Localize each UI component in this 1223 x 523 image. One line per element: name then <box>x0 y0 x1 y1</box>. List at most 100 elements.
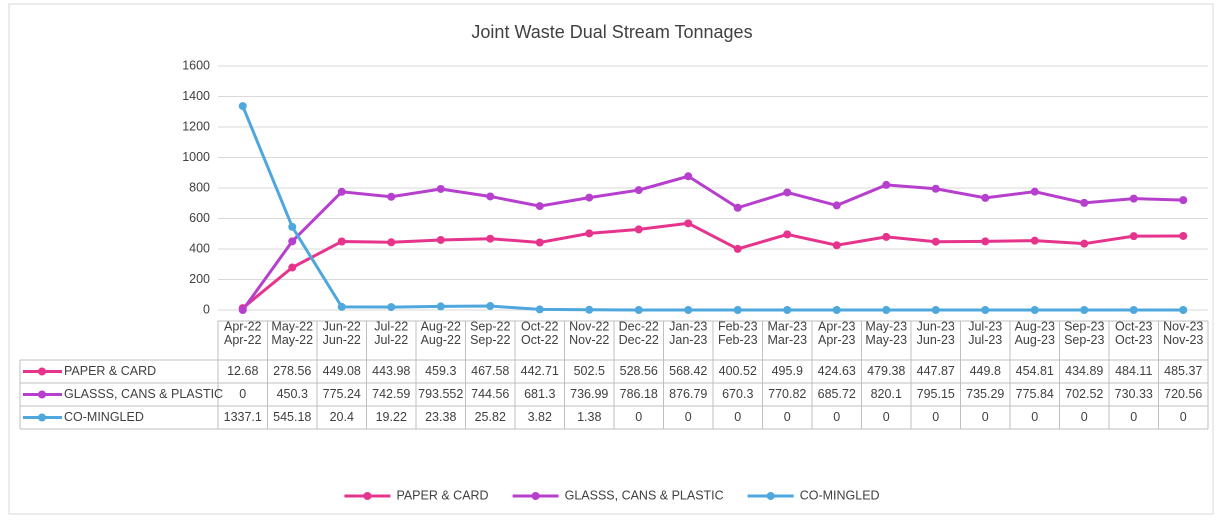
marker <box>1179 196 1188 205</box>
marker <box>585 229 594 238</box>
table-cell: 775.24 <box>323 387 361 401</box>
x-tick-label: Aug-23 <box>1015 319 1055 333</box>
table-cell: 0 <box>982 410 989 424</box>
table-cell: 25.82 <box>475 410 506 424</box>
marker <box>585 193 594 202</box>
table-cell: 0 <box>1031 410 1038 424</box>
marker <box>1179 231 1188 240</box>
marker <box>585 305 594 314</box>
table-cell: 685.72 <box>818 387 856 401</box>
legend-marker <box>531 492 540 500</box>
marker <box>783 230 792 239</box>
marker <box>882 180 891 189</box>
table-cell: 0 <box>635 410 642 424</box>
marker <box>535 202 544 211</box>
marker <box>832 306 841 314</box>
marker <box>387 192 396 201</box>
legend-label: GLASSS, CANS & PLASTIC <box>565 488 724 502</box>
marker <box>535 238 544 247</box>
table-cell: 1.38 <box>577 410 601 424</box>
chart-border <box>8 3 1214 515</box>
table-cell: 545.18 <box>273 410 311 424</box>
marker <box>436 235 445 244</box>
marker <box>684 219 693 228</box>
x-tick-label: May-23 <box>865 319 907 333</box>
x-tick-label: Jan-23 <box>669 319 707 333</box>
table-cell: 484.11 <box>1115 364 1152 378</box>
table-header: Sep-22 <box>470 333 510 347</box>
table-legend-marker <box>38 367 46 376</box>
marker <box>783 306 792 314</box>
y-tick-label: 1200 <box>182 119 210 133</box>
marker <box>238 102 247 111</box>
table-cell: 568.42 <box>669 364 707 378</box>
marker <box>486 302 495 311</box>
marker <box>1080 198 1089 207</box>
table-cell: 0 <box>1180 410 1187 424</box>
marker <box>882 306 891 314</box>
table-cell: 442.71 <box>521 364 559 378</box>
y-tick-label: 800 <box>189 180 210 194</box>
table-header: May-23 <box>865 333 907 347</box>
x-tick-label: Dec-22 <box>619 319 659 333</box>
table-row-label: PAPER & CARD <box>64 364 156 378</box>
table-cell: 770.82 <box>768 387 806 401</box>
marker <box>684 172 693 181</box>
marker <box>1129 306 1138 314</box>
table-cell: 0 <box>833 410 840 424</box>
marker <box>486 234 495 243</box>
x-tick-label: Aug-22 <box>421 319 461 333</box>
table-cell: 775.84 <box>1016 387 1054 401</box>
table-cell: 278.56 <box>273 364 311 378</box>
y-tick-label: 0 <box>203 302 210 316</box>
marker <box>733 203 742 212</box>
x-tick-label: Oct-22 <box>521 319 559 333</box>
marker <box>288 222 297 231</box>
table-cell: 793.552 <box>418 387 463 401</box>
table-cell: 735.29 <box>966 387 1004 401</box>
table-cell: 0 <box>883 410 890 424</box>
table-header: Feb-23 <box>718 333 758 347</box>
table-cell: 502.5 <box>574 364 605 378</box>
table-cell: 0 <box>685 410 692 424</box>
x-tick-label: Jul-22 <box>374 319 408 333</box>
table-cell: 0 <box>734 410 741 424</box>
x-tick-label: Jun-23 <box>917 319 955 333</box>
table-header: Jun-23 <box>917 333 955 347</box>
marker <box>1080 239 1089 248</box>
table-cell: 1337.1 <box>224 410 262 424</box>
legend-label: CO-MINGLED <box>800 488 880 502</box>
marker <box>337 187 346 196</box>
table-cell: 459.3 <box>425 364 456 378</box>
series-line <box>241 221 1184 310</box>
x-tick-label: Sep-23 <box>1064 319 1104 333</box>
marker <box>535 305 544 314</box>
table-cell: 0 <box>1081 410 1088 424</box>
table-cell: 485.37 <box>1164 364 1202 378</box>
table-cell: 479.38 <box>867 364 905 378</box>
table-cell: 20.4 <box>330 410 354 424</box>
table-cell: 449.08 <box>323 364 361 378</box>
table-cell: 730.33 <box>1115 387 1153 401</box>
marker <box>1179 306 1188 314</box>
table-cell: 820.1 <box>871 387 902 401</box>
table-header: Oct-23 <box>1115 333 1153 347</box>
table-header: Nov-22 <box>569 333 609 347</box>
table-header: Nov-23 <box>1163 333 1203 347</box>
table-cell: 670.3 <box>722 387 753 401</box>
x-tick-label: Nov-23 <box>1163 319 1203 333</box>
x-tick-label: Jun-22 <box>323 319 361 333</box>
x-tick-label: Sep-22 <box>470 319 510 333</box>
x-tick-label: May-22 <box>271 319 313 333</box>
marker <box>337 237 346 246</box>
marker <box>634 306 643 314</box>
marker <box>1030 187 1039 196</box>
y-tick-label: 1600 <box>182 58 210 72</box>
table-cell: 3.82 <box>528 410 552 424</box>
marker <box>634 186 643 195</box>
table-cell: 720.56 <box>1164 387 1202 401</box>
marker <box>1129 194 1138 203</box>
table-header: Sep-23 <box>1064 333 1104 347</box>
table-cell: 19.22 <box>376 410 407 424</box>
x-tick-label: Apr-23 <box>818 319 856 333</box>
